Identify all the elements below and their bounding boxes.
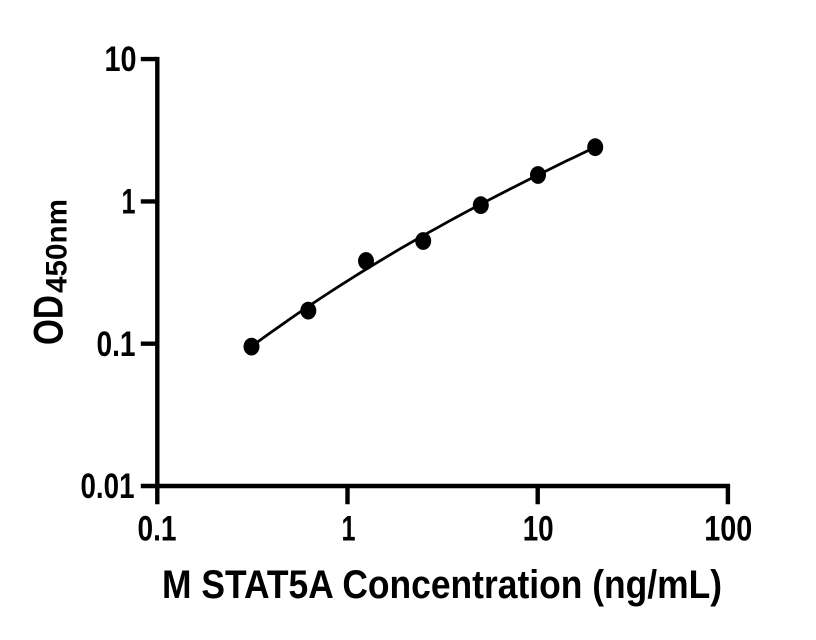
svg-text:10: 10 (105, 40, 137, 79)
svg-text:1: 1 (342, 510, 356, 549)
svg-text:0.01: 0.01 (81, 467, 135, 506)
svg-text:0.1: 0.1 (138, 510, 177, 549)
svg-text:M STAT5A Concentration (ng/mL): M STAT5A Concentration (ng/mL) (162, 563, 722, 607)
svg-text:10: 10 (523, 510, 554, 549)
svg-text:1: 1 (122, 183, 136, 222)
svg-text:100: 100 (704, 510, 752, 549)
svg-text:0.1: 0.1 (97, 325, 136, 364)
svg-text:OD450nm: OD450nm (25, 199, 74, 345)
